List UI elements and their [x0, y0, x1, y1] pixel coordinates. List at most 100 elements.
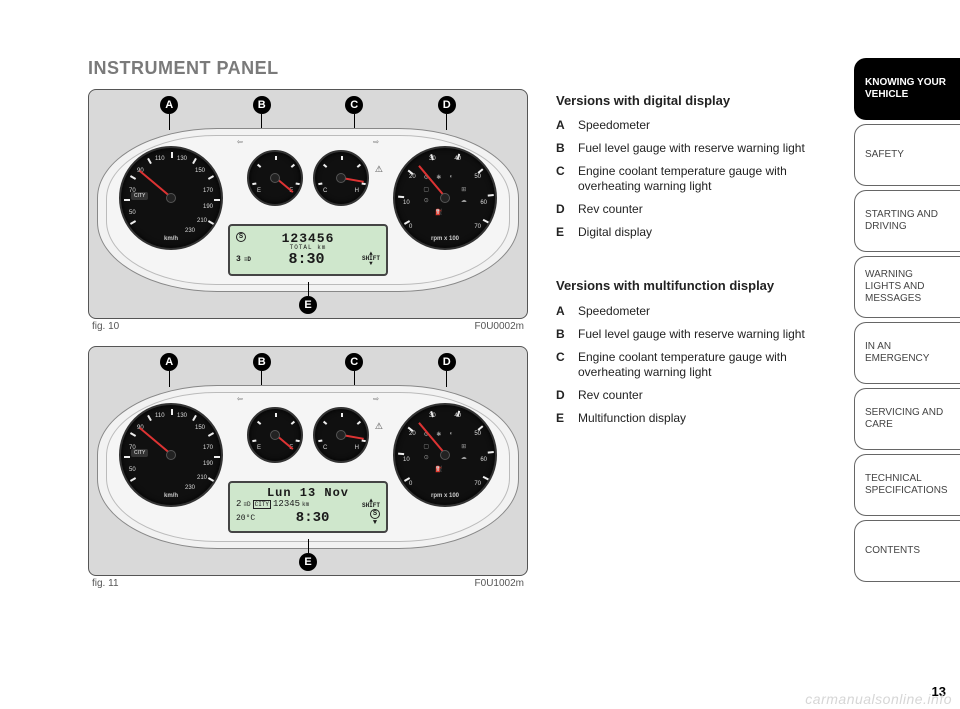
digital-legend: ASpeedometer BFuel level gauge with rese… [556, 118, 816, 240]
tick-label: 20 [409, 174, 416, 180]
multi-legend: ASpeedometer BFuel level gauge with rese… [556, 304, 816, 426]
airbag-icon: ◐ [446, 174, 457, 184]
temp-h: H [355, 188, 359, 194]
legend-key: C [556, 350, 570, 380]
tick-label: 190 [203, 461, 213, 467]
temp-c: C [323, 445, 327, 451]
callout-b: B [253, 353, 271, 371]
gear-value: 3 [236, 255, 241, 264]
tab-label: KNOWING YOUR VEHICLE [865, 77, 950, 101]
tick-label: 210 [197, 475, 207, 481]
tab-contents[interactable]: CONTENTS [854, 520, 960, 582]
city-badge-lcd: CITY [253, 500, 271, 509]
tab-warning-lights[interactable]: WARNING LIGHTS AND MESSAGES [854, 256, 960, 318]
dashboard-housing: ⇦ ⇨ ⚠ [97, 128, 519, 292]
tick-label: 170 [203, 445, 213, 451]
speedo-unit: km/h [121, 236, 221, 242]
legend-text: Speedometer [578, 118, 650, 133]
temp-h: H [355, 445, 359, 451]
tick-label: 30 [429, 413, 436, 419]
tick-label: 110 [155, 156, 165, 162]
tab-label: SAFETY [865, 149, 904, 161]
fig-number: fig. 10 [92, 321, 119, 332]
callout-d: D [438, 353, 456, 371]
callout-c: C [345, 96, 363, 114]
tick-label: 170 [203, 188, 213, 194]
speedometer-gauge: 50 70 90 110 130 150 170 190 210 230 [119, 403, 223, 507]
oil-icon: ☁ [459, 197, 470, 207]
legend-key: C [556, 164, 570, 194]
tab-starting-and-driving[interactable]: STARTING AND DRIVING [854, 190, 960, 252]
callout-a: A [160, 353, 178, 371]
city-badge: CITY [131, 192, 148, 200]
rev-counter-gauge: 0 10 20 30 40 50 60 70 ⚙✱◐ [393, 403, 497, 507]
tab-servicing-and-care[interactable]: SERVICING AND CARE [854, 388, 960, 450]
battery-icon: ⊞ [459, 186, 470, 196]
fuel-gauge: E F [247, 407, 303, 463]
arrow-right-icon: ⇨ [373, 395, 379, 403]
legend-text: Engine coolant temperature gauge with ov… [578, 350, 816, 380]
trip-unit: km [302, 501, 309, 508]
tick-label: 190 [203, 204, 213, 210]
legend-key: B [556, 141, 570, 156]
tick-label: 0 [409, 224, 412, 230]
legend-column: Versions with digital display ASpeedomet… [556, 89, 816, 603]
tick-label: 230 [185, 485, 195, 491]
legend-key: D [556, 388, 570, 403]
door-icon: ▢ [421, 186, 432, 196]
digital-heading: Versions with digital display [556, 93, 816, 108]
legend-text: Fuel level gauge with reserve warning li… [578, 327, 805, 342]
arrow-left-icon: ⇦ [237, 395, 243, 403]
battery-icon: ⊞ [459, 443, 470, 453]
outside-temp: 20°C [236, 514, 255, 523]
dashboard-housing: ⇦ ⇨ ⚠ [97, 385, 519, 549]
figure-11-frame: A B C D ⇦ ⇨ ⚠ [88, 346, 528, 576]
brake-icon: ⊙ [421, 454, 432, 464]
watermark: carmanualsonline.info [805, 691, 952, 707]
multifunction-version-block: Versions with multifunction display ASpe… [556, 278, 816, 426]
callout-e: E [299, 296, 317, 314]
page-title: INSTRUMENT PANEL [88, 58, 874, 79]
rev-counter-gauge: 0 10 20 30 40 50 60 70 ⚙✱◐ [393, 146, 497, 250]
speedo-unit: km/h [121, 493, 221, 499]
tab-label: TECHNICAL SPECIFICATIONS [865, 473, 950, 497]
tab-in-an-emergency[interactable]: IN AN EMERGENCY [854, 322, 960, 384]
tick-label: 0 [409, 481, 412, 487]
tick-label: 40 [454, 413, 461, 419]
tick-label: 130 [177, 156, 187, 162]
figure-11-caption: fig. 11 F0U1002m [88, 576, 528, 603]
tab-label: IN AN EMERGENCY [865, 341, 950, 365]
legend-key: A [556, 304, 570, 319]
airbag-icon: ◐ [446, 431, 457, 441]
tick-label: 60 [480, 200, 487, 206]
legend-text: Engine coolant temperature gauge with ov… [578, 164, 816, 194]
dashboard-inner: ⇦ ⇨ ⚠ [106, 135, 510, 285]
multifunction-display: Lun 13 Nov 2 ≡D CITY 12345 km [228, 481, 388, 533]
temp-gauge: C H [313, 150, 369, 206]
headlight-icon: ≡D [243, 501, 250, 508]
speedometer-gauge: 50 70 90 110 130 150 170 190 210 230 [119, 146, 223, 250]
digital-display: S 123456 TOTAL km 3 [228, 224, 388, 276]
small-gauges: E F [247, 146, 369, 206]
callout-d: D [438, 96, 456, 114]
tick-label: 150 [195, 425, 205, 431]
date-line: Lun 13 Nov [267, 487, 349, 499]
tick-label: 10 [403, 457, 410, 463]
arrow-right-icon: ⇨ [373, 138, 379, 146]
legend-text: Multifunction display [578, 411, 686, 426]
gear-value: 2 [236, 499, 241, 509]
tick-label: 50 [474, 431, 481, 437]
tick-label: 210 [197, 218, 207, 224]
tick-label: 10 [403, 200, 410, 206]
page-content: INSTRUMENT PANEL A B C D ⇦ [88, 58, 874, 678]
callout-e: E [299, 553, 317, 571]
temp-c: C [323, 188, 327, 194]
figures-column: A B C D ⇦ ⇨ ⚠ [88, 89, 528, 603]
tab-knowing-your-vehicle[interactable]: KNOWING YOUR VEHICLE [854, 58, 960, 120]
tab-safety[interactable]: SAFETY [854, 124, 960, 186]
legend-key: A [556, 118, 570, 133]
tick-label: 130 [177, 413, 187, 419]
figure-10-callouts-top: A B C D [89, 96, 527, 130]
legend-key: E [556, 411, 570, 426]
tab-technical-specifications[interactable]: TECHNICAL SPECIFICATIONS [854, 454, 960, 516]
